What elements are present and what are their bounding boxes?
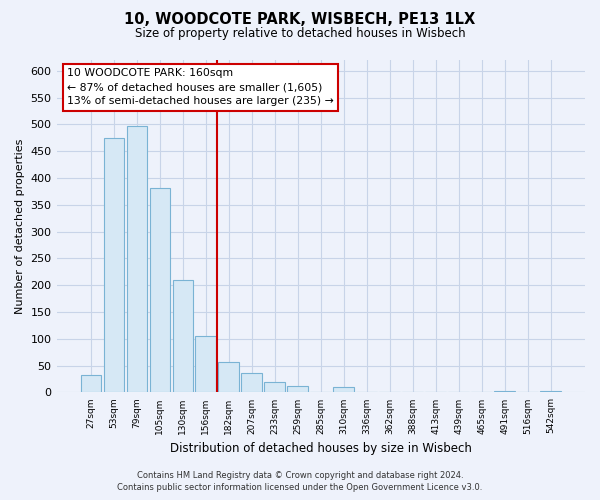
Bar bbox=[127, 126, 147, 392]
Bar bbox=[196, 336, 216, 392]
Text: 10 WOODCOTE PARK: 160sqm
← 87% of detached houses are smaller (1,605)
13% of sem: 10 WOODCOTE PARK: 160sqm ← 87% of detach… bbox=[67, 68, 334, 106]
Bar bbox=[287, 386, 308, 392]
Bar bbox=[218, 362, 239, 392]
X-axis label: Distribution of detached houses by size in Wisbech: Distribution of detached houses by size … bbox=[170, 442, 472, 455]
Bar bbox=[104, 138, 124, 392]
Text: 10, WOODCOTE PARK, WISBECH, PE13 1LX: 10, WOODCOTE PARK, WISBECH, PE13 1LX bbox=[124, 12, 476, 28]
Bar bbox=[149, 188, 170, 392]
Text: Size of property relative to detached houses in Wisbech: Size of property relative to detached ho… bbox=[134, 28, 466, 40]
Y-axis label: Number of detached properties: Number of detached properties bbox=[15, 138, 25, 314]
Bar bbox=[80, 376, 101, 392]
Bar bbox=[241, 373, 262, 392]
Bar bbox=[265, 382, 285, 392]
Text: Contains HM Land Registry data © Crown copyright and database right 2024.
Contai: Contains HM Land Registry data © Crown c… bbox=[118, 471, 482, 492]
Bar bbox=[173, 280, 193, 392]
Bar bbox=[334, 387, 354, 392]
